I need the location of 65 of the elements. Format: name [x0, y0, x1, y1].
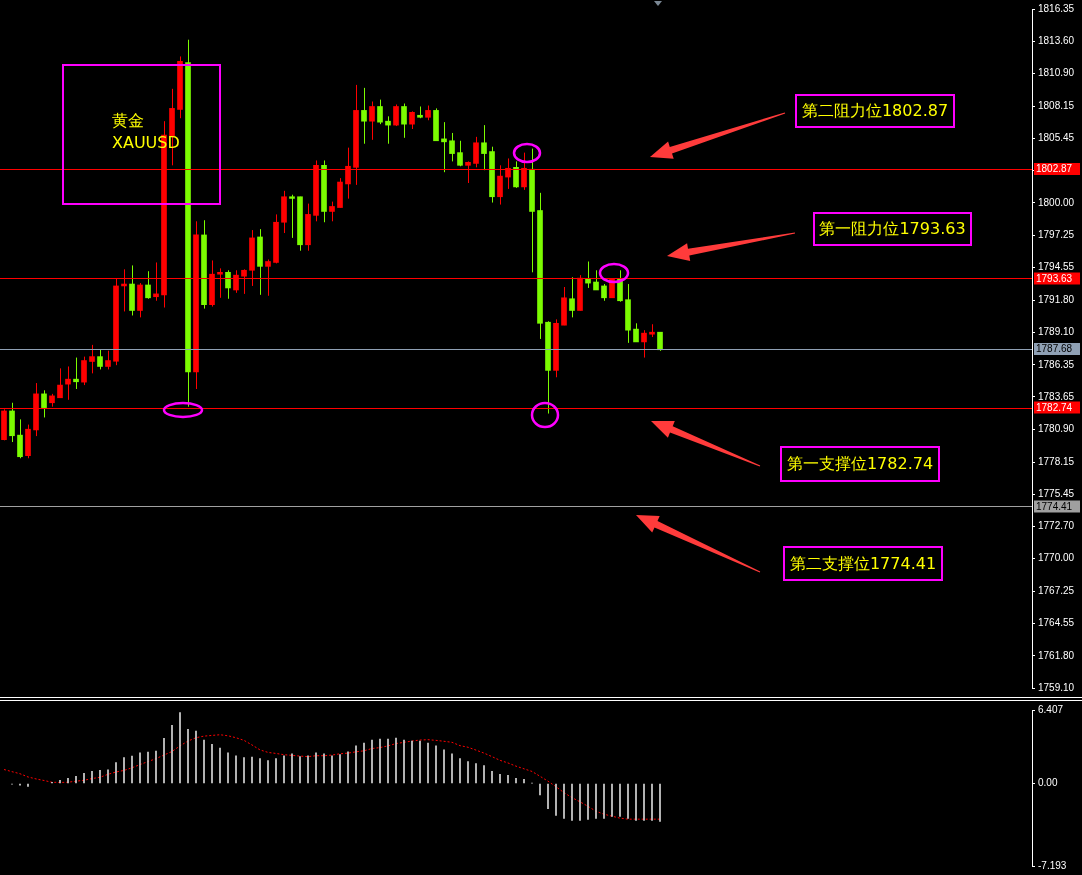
- y-tick-label: 1808.15: [1038, 100, 1075, 111]
- candlestick: [633, 322, 639, 343]
- y-tick-label: 1775.45: [1038, 487, 1075, 499]
- candlestick: [289, 194, 295, 239]
- candlestick: [89, 344, 95, 374]
- y-tick-label: 1805.45: [1038, 132, 1075, 144]
- y-tick-label: 1786.35: [1038, 358, 1075, 370]
- candlestick: [481, 124, 487, 171]
- ref-line-label: 1793.63: [1036, 272, 1073, 284]
- y-tick-label: 1797.25: [1038, 229, 1075, 241]
- candlestick: [569, 276, 575, 318]
- ref-line-label: 1782.74: [1036, 401, 1073, 413]
- y-tick-label: 1783.65: [1038, 390, 1075, 402]
- y-tick-label: 6.407: [1038, 703, 1064, 715]
- candlestick: [641, 329, 647, 359]
- candlestick: [73, 357, 79, 390]
- y-tick-label: 1794.55: [1038, 261, 1075, 273]
- candlestick: [41, 389, 47, 418]
- candlestick: [145, 270, 151, 300]
- annotation: 第一支撑位1782.74: [780, 446, 940, 482]
- annotation: 第一阻力位1793.63: [813, 212, 972, 246]
- candlestick: [617, 269, 623, 303]
- y-tick-label: 1816.35: [1038, 2, 1075, 14]
- candlestick: [329, 201, 335, 222]
- candlestick: [457, 140, 463, 167]
- y-tick-label: 1772.70: [1038, 520, 1075, 532]
- y-tick-label: 1791.80: [1038, 293, 1075, 305]
- y-tick-label: 1778.15: [1038, 455, 1075, 467]
- candlestick: [657, 331, 663, 352]
- candlestick: [449, 132, 455, 162]
- y-tick-label: 1800.00: [1038, 196, 1075, 208]
- y-tick-label: 1789.10: [1038, 325, 1075, 337]
- ref-line-label: 1787.68: [1036, 343, 1073, 355]
- annotation: 第二阻力位1802.87: [795, 94, 955, 128]
- y-tick-label: 1761.80: [1038, 649, 1075, 661]
- candlestick: [513, 160, 519, 189]
- y-tick-label: 1780.90: [1038, 423, 1075, 435]
- candlestick: [393, 103, 399, 127]
- y-tick-label: 1810.90: [1038, 67, 1075, 79]
- annotation: 第二支撑位1774.41: [783, 546, 943, 581]
- y-tick-label: 1813.60: [1038, 35, 1075, 47]
- ref-line-label: 1802.87: [1036, 163, 1073, 175]
- ref-line-label: 1774.41: [1036, 500, 1073, 512]
- y-tick-label: 1770.00: [1038, 552, 1075, 564]
- candlestick: [361, 87, 367, 145]
- candlestick: [225, 269, 231, 300]
- candlestick: [585, 261, 591, 289]
- line-series: [3, 734, 661, 820]
- y-tick-label: 1767.25: [1038, 585, 1075, 597]
- candlestick: [65, 365, 71, 401]
- candlestick: [97, 349, 103, 370]
- candlestick: [593, 269, 599, 291]
- y-tick-label: -7.193: [1038, 859, 1067, 871]
- candlestick: [473, 136, 479, 168]
- candlestick: [385, 115, 391, 145]
- y-tick-label: 1759.10: [1038, 681, 1075, 693]
- candlestick: [105, 350, 111, 370]
- candlestick: [17, 418, 23, 459]
- y-tick-label: 0.00: [1038, 777, 1058, 789]
- candlestick: [369, 101, 375, 141]
- y-tick-label: 1764.55: [1038, 617, 1075, 629]
- candlestick: [81, 356, 87, 386]
- candlestick: [377, 99, 383, 125]
- candlestick: [57, 367, 63, 399]
- candlestick: [401, 103, 407, 139]
